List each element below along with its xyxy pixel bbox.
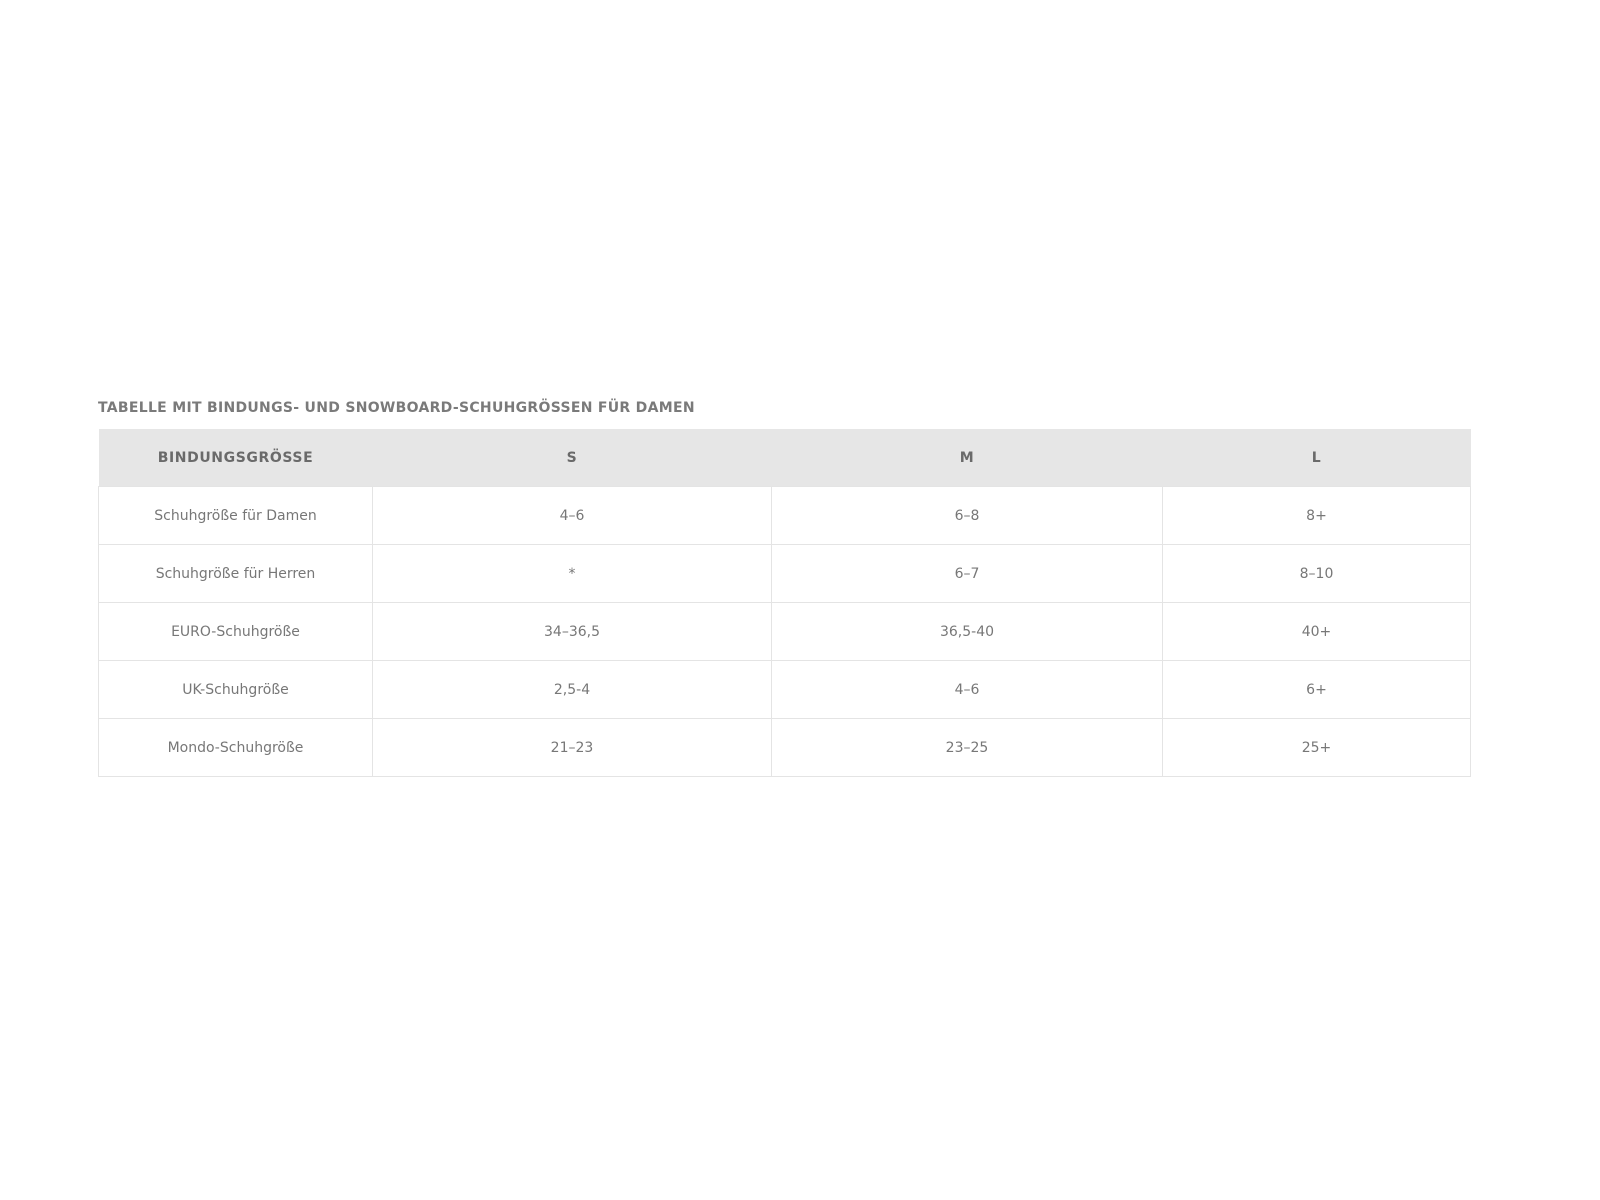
table-row: Schuhgröße für Herren * 6–7 8–10: [98, 544, 1471, 603]
table-cell: 25+: [1162, 718, 1471, 777]
table-cell: 23–25: [771, 718, 1163, 777]
table-cell: 2,5-4: [372, 660, 772, 719]
table-cell: 6–8: [771, 486, 1163, 545]
table-cell: 6–7: [771, 544, 1163, 603]
table-cell: 8–10: [1162, 544, 1471, 603]
table-title: TABELLE MIT BINDUNGS- UND SNOWBOARD-SCHU…: [98, 400, 695, 416]
size-table: BINDUNGSGRÖSSE S M L Schuhgröße für Dame…: [98, 429, 1471, 777]
header-row: BINDUNGSGRÖSSE S M L: [98, 429, 1471, 487]
row-label: EURO-Schuhgröße: [98, 602, 373, 661]
table-cell: 6+: [1162, 660, 1471, 719]
row-label: Mondo-Schuhgröße: [98, 718, 373, 777]
table-cell: *: [372, 544, 772, 603]
table-row: Mondo-Schuhgröße 21–23 23–25 25+: [98, 718, 1471, 777]
row-label: UK-Schuhgröße: [98, 660, 373, 719]
table-cell: 21–23: [372, 718, 772, 777]
table-cell: 4–6: [372, 486, 772, 545]
table-cell: 34–36,5: [372, 602, 772, 661]
row-label: Schuhgröße für Damen: [98, 486, 373, 545]
header-l: L: [1162, 429, 1471, 487]
table-cell: 40+: [1162, 602, 1471, 661]
header-s: S: [372, 429, 772, 487]
table-cell: 4–6: [771, 660, 1163, 719]
header-m: M: [771, 429, 1163, 487]
table-row: EURO-Schuhgröße 34–36,5 36,5-40 40+: [98, 602, 1471, 661]
row-label: Schuhgröße für Herren: [98, 544, 373, 603]
header-binding-size: BINDUNGSGRÖSSE: [98, 429, 373, 487]
table-row: Schuhgröße für Damen 4–6 6–8 8+: [98, 486, 1471, 545]
table-cell: 36,5-40: [771, 602, 1163, 661]
table-cell: 8+: [1162, 486, 1471, 545]
table-row: UK-Schuhgröße 2,5-4 4–6 6+: [98, 660, 1471, 719]
